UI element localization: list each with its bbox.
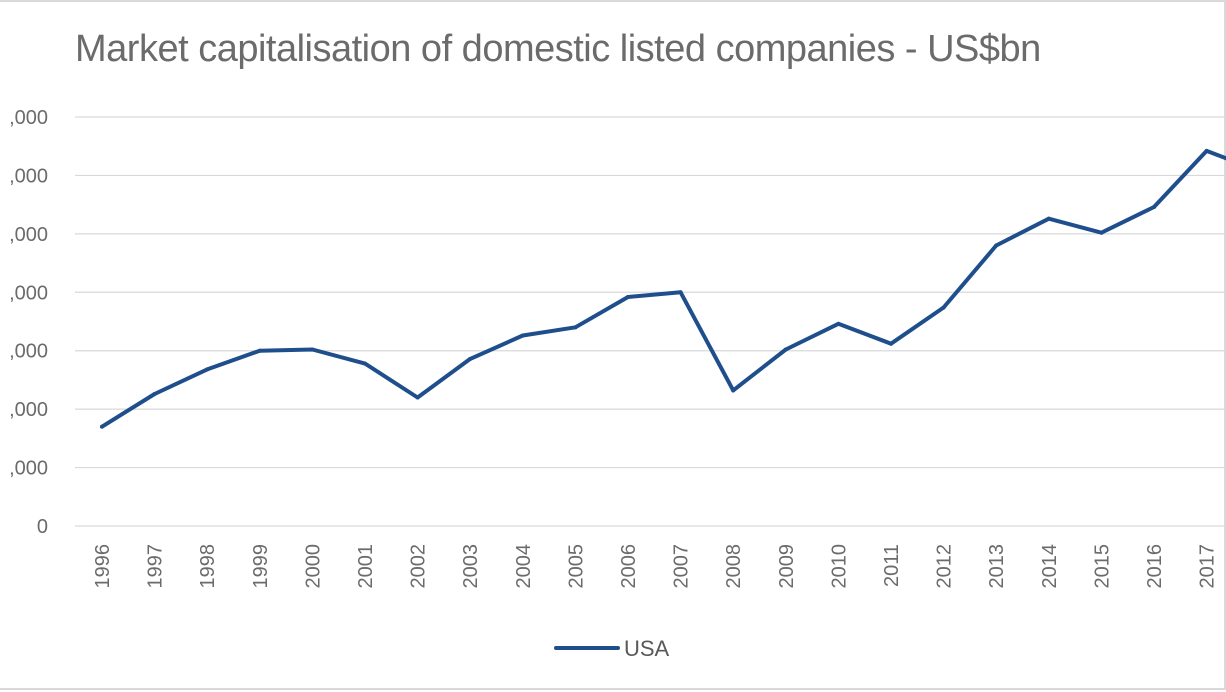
x-tick-label: 1997 bbox=[145, 544, 167, 589]
x-tick-label: 2017 bbox=[1197, 544, 1219, 589]
data-point bbox=[889, 341, 893, 346]
data-point bbox=[520, 333, 525, 338]
x-tick-label: 2006 bbox=[618, 544, 640, 589]
y-tick-label: ,000 bbox=[9, 458, 48, 480]
y-tick-label: ,000 bbox=[9, 224, 48, 246]
y-tick-label: ,000 bbox=[9, 282, 48, 304]
data-point bbox=[783, 347, 788, 352]
data-point bbox=[994, 243, 999, 248]
data-point bbox=[1046, 216, 1051, 221]
chart-title: Market capitalisation of domestic listed… bbox=[75, 28, 1041, 70]
x-tick-label: 2010 bbox=[828, 544, 850, 589]
y-tick-label: ,000 bbox=[9, 341, 48, 363]
x-axis-ticks: 1996 1997 1998 1999 2000 2001 2002 2003 2004 2005… bbox=[92, 544, 1219, 589]
x-tick-label: 2007 bbox=[671, 544, 693, 589]
data-point bbox=[152, 391, 157, 396]
data-point bbox=[941, 305, 946, 310]
x-tick-label: 1999 bbox=[250, 544, 272, 589]
x-tick-label: 2016 bbox=[1144, 544, 1166, 589]
legend: USA bbox=[554, 636, 670, 661]
x-tick-label: 2009 bbox=[776, 544, 798, 589]
x-tick-label: 2012 bbox=[934, 544, 956, 589]
data-point bbox=[1152, 204, 1156, 209]
y-tick-label: 0 bbox=[37, 516, 48, 538]
y-tick-label: ,000 bbox=[9, 399, 48, 421]
x-tick-label: 2011 bbox=[881, 544, 903, 587]
data-point bbox=[257, 348, 262, 353]
data-point bbox=[1099, 230, 1104, 235]
series-layer bbox=[100, 148, 1226, 429]
x-tick-label: 2015 bbox=[1091, 544, 1113, 589]
x-tick-label: 2003 bbox=[460, 544, 482, 589]
x-tick-label: 2014 bbox=[1039, 544, 1061, 589]
series-line-usa bbox=[100, 148, 1226, 429]
data-point bbox=[100, 424, 104, 429]
x-tick-label: 2005 bbox=[565, 544, 587, 589]
data-point bbox=[468, 356, 473, 361]
y-axis-ticks: 0 ,000 ,000 ,000 ,000 ,000 ,000 ,000 bbox=[9, 107, 48, 538]
y-tick-label: ,000 bbox=[9, 165, 48, 187]
x-tick-label: 2008 bbox=[723, 544, 745, 589]
x-tick-label: 2013 bbox=[986, 544, 1008, 589]
data-point bbox=[363, 361, 367, 366]
x-tick-label: 1996 bbox=[92, 544, 114, 589]
x-tick-label: 1998 bbox=[197, 544, 219, 589]
data-point bbox=[626, 294, 630, 299]
grid-lines bbox=[75, 116, 1226, 527]
data-point bbox=[836, 321, 841, 326]
data-point bbox=[573, 325, 578, 330]
x-tick-label: 2002 bbox=[408, 544, 430, 589]
data-point bbox=[205, 367, 210, 372]
x-tick-label: 2000 bbox=[302, 544, 324, 589]
data-point bbox=[1204, 148, 1209, 153]
data-point bbox=[310, 347, 315, 352]
y-tick-label: ,000 bbox=[9, 107, 48, 129]
x-tick-label: 2001 bbox=[355, 544, 377, 589]
data-point bbox=[731, 388, 736, 393]
legend-label: USA bbox=[624, 636, 670, 661]
data-point bbox=[678, 290, 683, 295]
data-point bbox=[415, 395, 420, 400]
x-tick-label: 2004 bbox=[513, 544, 535, 589]
